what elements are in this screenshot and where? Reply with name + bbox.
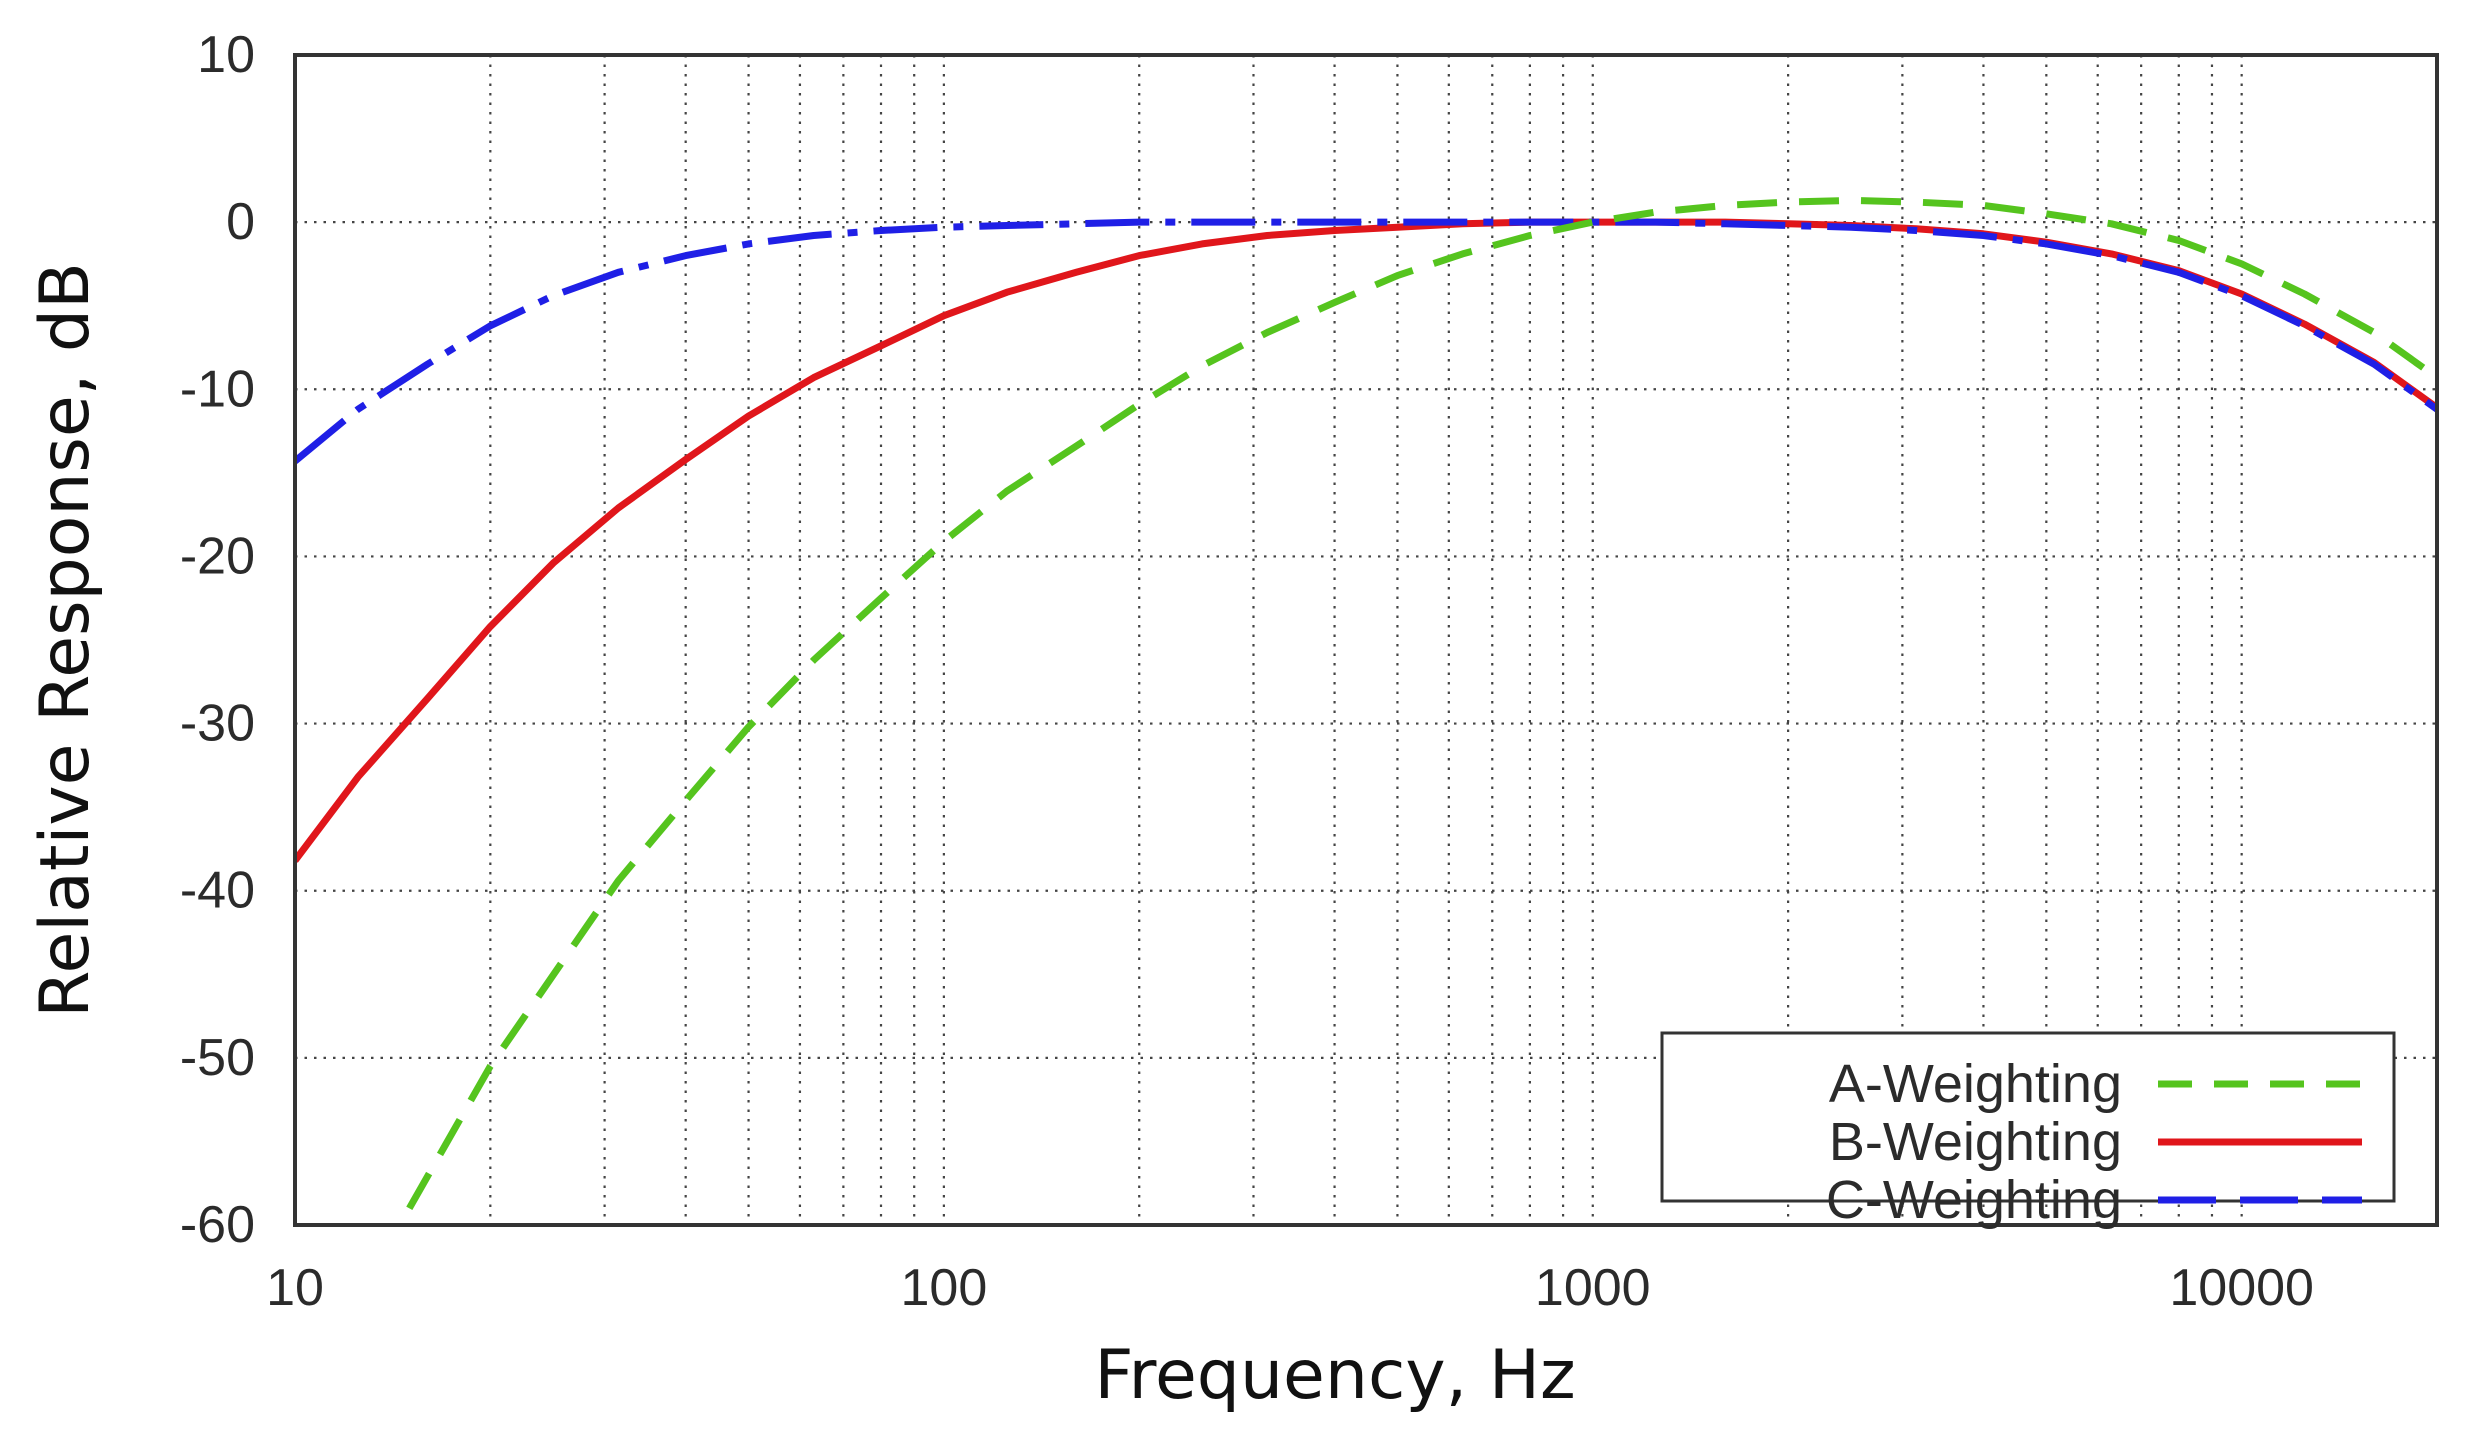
legend-box xyxy=(1660,1031,2396,1203)
series-lines xyxy=(295,196,2437,1211)
legend-label: A-Weighting xyxy=(1829,1054,2122,1114)
series-line-a xyxy=(406,196,2437,1211)
y-tick-label: 0 xyxy=(226,193,255,251)
y-tick-label: -60 xyxy=(180,1196,255,1254)
y-tick-labels: 10 0 -10 -20 -30 -40 -50 -60 xyxy=(180,26,255,1254)
x-tick-label: 1000 xyxy=(1535,1259,1651,1317)
legend-label: B-Weighting xyxy=(1829,1112,2122,1172)
x-tick-labels: 10 100 1000 10000 xyxy=(266,1259,2314,1317)
plot-frame xyxy=(293,53,2439,1227)
x-tick-label: 10000 xyxy=(2169,1259,2314,1317)
y-tick-label: 10 xyxy=(197,26,255,84)
x-tick-label: 10 xyxy=(266,1259,324,1317)
y-tick-label: -30 xyxy=(180,695,255,753)
y-tick-label: -50 xyxy=(180,1029,255,1087)
legend-label: C-Weighting xyxy=(1826,1170,2122,1230)
x-axis-title: Frequency, Hz xyxy=(1094,1336,1575,1415)
y-tick-label: -10 xyxy=(180,360,255,418)
y-axis-title: Relative Response, dB xyxy=(26,262,105,1017)
series-line-c xyxy=(295,218,2437,464)
x-tick-label: 100 xyxy=(901,1259,988,1317)
y-tick-label: -40 xyxy=(180,862,255,920)
y-tick-label: -20 xyxy=(180,527,255,585)
